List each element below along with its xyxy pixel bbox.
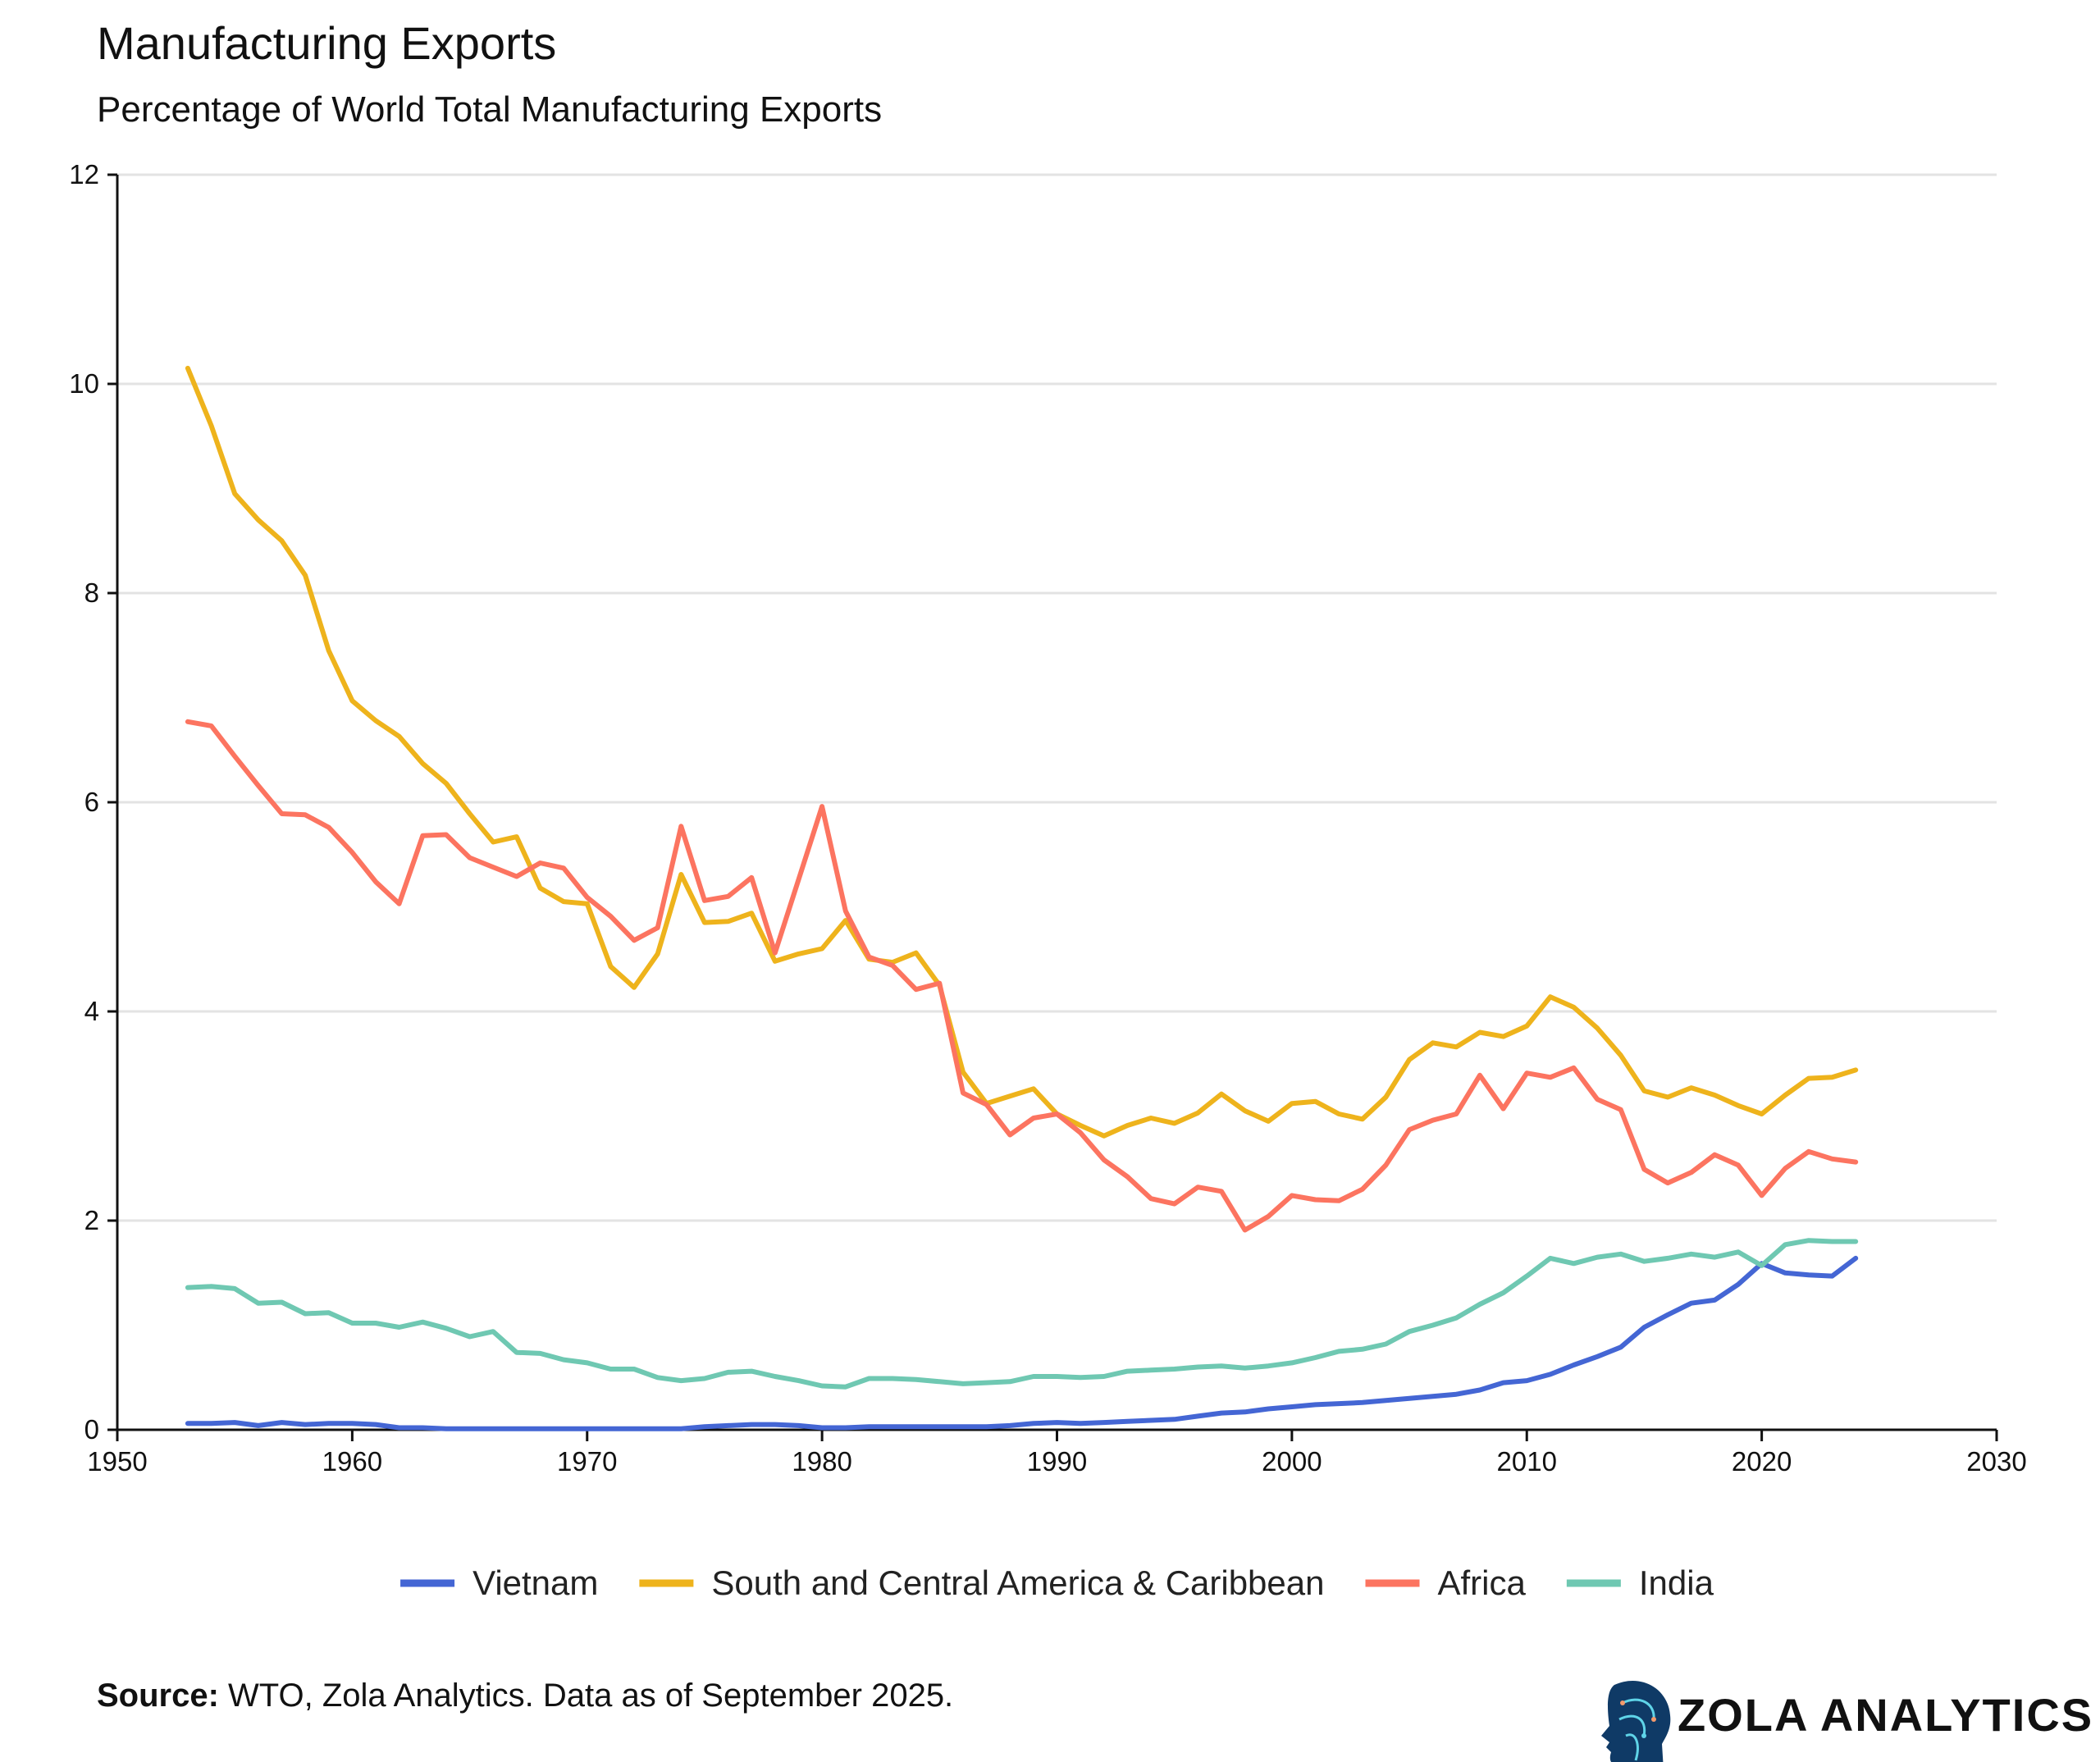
legend-item: Africa — [1365, 1563, 1527, 1602]
circuit-lines — [1618, 1698, 1655, 1761]
y-tick-label: 4 — [84, 996, 99, 1026]
series-lines — [185, 365, 1859, 1431]
x-tick-label: 1950 — [87, 1446, 147, 1477]
brand-logo — [1601, 1681, 1671, 1762]
x-tick-label: 1960 — [322, 1446, 382, 1477]
y-tick-label: 6 — [84, 787, 99, 817]
legend-label: South and Central America & Caribbean — [711, 1563, 1324, 1602]
brand-name: ZOLA ANALYTICS — [1678, 1689, 2093, 1741]
y-tick-label: 0 — [84, 1414, 99, 1445]
x-tick-label: 2020 — [1732, 1446, 1792, 1477]
legend: Vietnam South and Central America & Carib… — [400, 1563, 1714, 1602]
x-tick-label: 2000 — [1262, 1446, 1322, 1477]
y-tick-label: 8 — [84, 577, 99, 608]
legend-item: South and Central America & Caribbean — [639, 1563, 1325, 1602]
legend-label: Vietnam — [472, 1563, 598, 1602]
y-tick-label: 12 — [69, 159, 99, 189]
source-label: Source: — [97, 1678, 219, 1714]
y-tick-label: 2 — [84, 1205, 99, 1235]
chart-subtitle: Percentage of World Total Manufacturing … — [97, 89, 882, 130]
y-tick-label: 10 — [69, 368, 99, 399]
legend-label: Africa — [1438, 1563, 1527, 1602]
legend-item: Vietnam — [400, 1563, 598, 1602]
legend-label: India — [1639, 1563, 1714, 1602]
x-tick-label: 1970 — [557, 1446, 617, 1477]
source-text: WTO, Zola Analytics. Data as of Septembe… — [219, 1678, 953, 1714]
x-tick-label: 2030 — [1966, 1446, 2026, 1477]
source-note: Source: WTO, Zola Analytics. Data as of … — [97, 1678, 953, 1714]
x-tick-label: 1980 — [792, 1446, 851, 1477]
x-tick-label: 1990 — [1027, 1446, 1087, 1477]
gridlines — [117, 173, 1997, 1222]
series-line-vietnam — [185, 1255, 1859, 1431]
legend-item: India — [1566, 1563, 1714, 1602]
x-tick-label: 2010 — [1497, 1446, 1557, 1477]
axes: 0 2 4 6 8 10 12 1950 1960 1970 1980 1990 2000 2010 202… — [69, 159, 2026, 1477]
series-line-india — [185, 1238, 1859, 1390]
series-line-south-and-central-america-caribbean — [185, 365, 1859, 1139]
chart-title: Manufacturing Exports — [97, 17, 556, 69]
head-icon — [1601, 1681, 1671, 1762]
series-line-africa — [185, 719, 1859, 1233]
